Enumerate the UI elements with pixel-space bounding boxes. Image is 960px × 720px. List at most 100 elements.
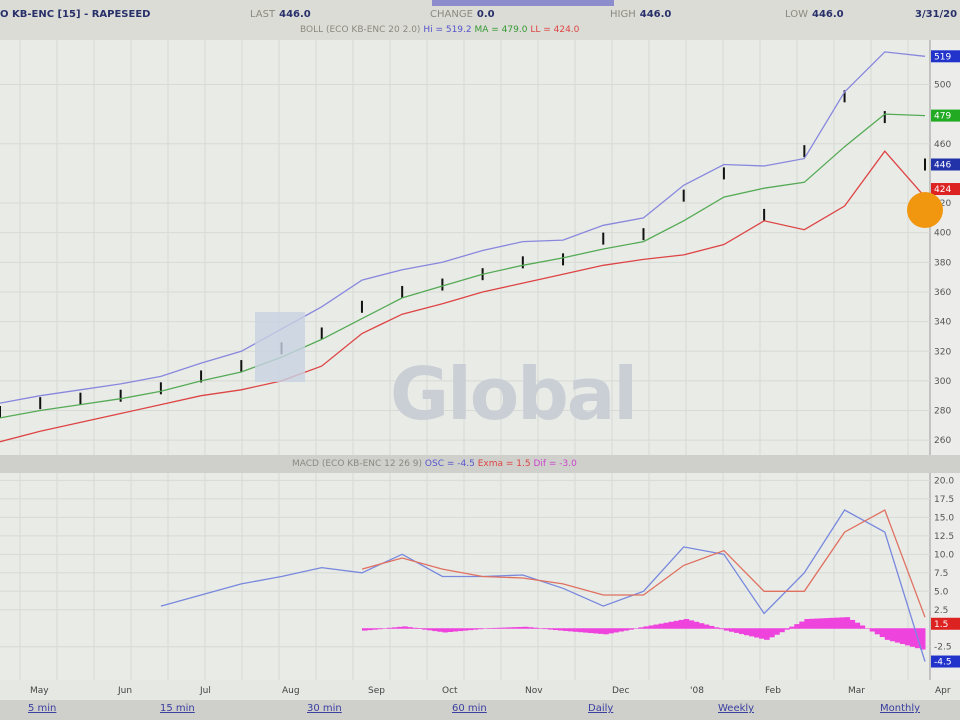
histogram-bar bbox=[703, 624, 710, 629]
histogram-bar bbox=[844, 617, 851, 629]
upper-line bbox=[0, 51, 926, 404]
histogram-bar bbox=[874, 628, 881, 635]
histogram-bar bbox=[613, 628, 619, 633]
upper-badge bbox=[931, 50, 960, 63]
histogram-bar bbox=[598, 628, 604, 634]
interval-button-weekly[interactable]: Weekly bbox=[718, 703, 755, 714]
y-tick-label: 400 bbox=[934, 229, 951, 239]
histogram-bar bbox=[392, 627, 398, 629]
histogram-bar bbox=[653, 624, 660, 629]
histogram-bar bbox=[688, 620, 695, 629]
y-tick-label: 320 bbox=[934, 347, 951, 357]
histogram-bar bbox=[819, 618, 825, 629]
change-value: 0.0 bbox=[476, 9, 495, 20]
histogram-bar bbox=[452, 628, 458, 632]
histogram-bar bbox=[723, 628, 730, 631]
scroll-tab[interactable] bbox=[432, 0, 614, 6]
interval-button-15-min[interactable]: 15 min bbox=[160, 703, 195, 714]
histogram-bar bbox=[774, 628, 780, 635]
interval-bar: 5 min 15 min 30 min 60 min Daily Weekly Monthl… bbox=[0, 700, 960, 720]
histogram-bar bbox=[427, 628, 433, 631]
y-axis bbox=[930, 40, 960, 455]
close-badge-label: 446 bbox=[934, 161, 951, 171]
histogram-bar bbox=[648, 625, 655, 629]
close-badge bbox=[931, 158, 960, 171]
boll-ll: LL = 424.0 bbox=[530, 25, 580, 35]
month-label: May bbox=[30, 686, 49, 696]
histogram-bar bbox=[547, 628, 554, 630]
histogram-bar bbox=[492, 627, 499, 629]
lower-line bbox=[0, 150, 926, 443]
y-tick-label: 17.5 bbox=[934, 495, 954, 505]
boll-prefix: BOLL (ECO KB-ENC 20 2.0) bbox=[300, 25, 421, 35]
macd-chart[interactable]: 20.0 17.5 15.0 12.5 10.0 7.5 5.0 2.5 -2.5 1.5 -4.5 bbox=[0, 473, 960, 680]
histogram-bar bbox=[718, 628, 725, 630]
interval-button-30-min[interactable]: 30 min bbox=[307, 703, 342, 714]
month-label: '08 bbox=[690, 686, 704, 696]
macd-dif: Dif = -3.0 bbox=[533, 459, 577, 469]
histogram-bar bbox=[442, 628, 448, 633]
histogram-bar bbox=[457, 628, 463, 632]
month-label: Jun bbox=[118, 686, 133, 696]
histogram-bar bbox=[573, 628, 579, 632]
histogram-bar bbox=[733, 628, 740, 633]
histogram-bar bbox=[618, 628, 624, 632]
high-label: HIGH bbox=[610, 9, 636, 20]
interval-button-5-min[interactable]: 5 min bbox=[28, 703, 57, 714]
histogram-bar bbox=[502, 627, 509, 629]
histogram-bar bbox=[869, 628, 876, 632]
y-tick-label: 15.0 bbox=[934, 513, 954, 523]
histogram-bar bbox=[738, 628, 745, 635]
price-chart[interactable]: 500 460 420 400 380 360 340 320 300 280 260 519 479 4… bbox=[0, 40, 960, 455]
y-tick-label: 500 bbox=[934, 80, 951, 90]
histogram-bar bbox=[417, 628, 423, 629]
macd-exma: Exma = 1.5 bbox=[477, 459, 531, 469]
histogram-bar bbox=[809, 618, 815, 629]
panel-divider[interactable] bbox=[0, 455, 960, 473]
low-field: LOW 446.0 bbox=[785, 9, 844, 20]
histogram-bar bbox=[522, 626, 529, 629]
interval-button-daily[interactable]: Daily bbox=[588, 703, 614, 714]
histogram-bar bbox=[422, 628, 428, 630]
histogram-bar bbox=[638, 627, 644, 629]
histogram-bar bbox=[829, 617, 836, 629]
histogram-bar bbox=[552, 628, 559, 631]
histogram-bar bbox=[744, 628, 750, 636]
interval-button-monthly[interactable]: Monthly bbox=[880, 703, 921, 714]
macd-badge bbox=[931, 655, 960, 668]
histogram-bar bbox=[603, 628, 609, 635]
histogram-bar bbox=[754, 628, 760, 638]
histogram-bar bbox=[839, 617, 846, 629]
signal-line bbox=[361, 509, 926, 618]
last-label: LAST bbox=[250, 9, 276, 20]
histogram-bar bbox=[814, 618, 820, 629]
y-tick-label: 12.5 bbox=[934, 532, 954, 542]
histogram-bar bbox=[864, 628, 871, 629]
histogram-bar bbox=[678, 619, 685, 629]
histogram-bar bbox=[764, 628, 770, 640]
histogram-bar bbox=[472, 628, 479, 630]
histogram-bar bbox=[437, 628, 443, 632]
histogram-bar bbox=[708, 625, 715, 629]
histogram-bar bbox=[799, 621, 805, 629]
lower-badge bbox=[931, 183, 960, 196]
histogram-bar bbox=[884, 628, 891, 640]
month-label: Dec bbox=[612, 686, 630, 696]
month-label: Feb bbox=[765, 686, 781, 696]
histogram-bar bbox=[904, 628, 911, 646]
histogram-bar bbox=[487, 628, 494, 629]
histogram-bar bbox=[578, 628, 584, 633]
macd-line bbox=[160, 509, 926, 662]
interval-button-60-min[interactable]: 60 min bbox=[452, 703, 487, 714]
histogram-bar bbox=[693, 621, 700, 629]
signal-badge-label: 1.5 bbox=[934, 620, 948, 630]
ma-line bbox=[0, 113, 926, 419]
histogram-bar bbox=[527, 627, 534, 629]
histogram-bar bbox=[477, 628, 484, 630]
last-field: LAST 446.0 bbox=[250, 9, 311, 20]
histogram-bar bbox=[482, 628, 489, 629]
y-tick-label: 7.5 bbox=[934, 569, 948, 579]
histogram-bar bbox=[769, 628, 775, 638]
month-label: Oct bbox=[442, 686, 458, 696]
month-label: Sep bbox=[368, 686, 385, 696]
